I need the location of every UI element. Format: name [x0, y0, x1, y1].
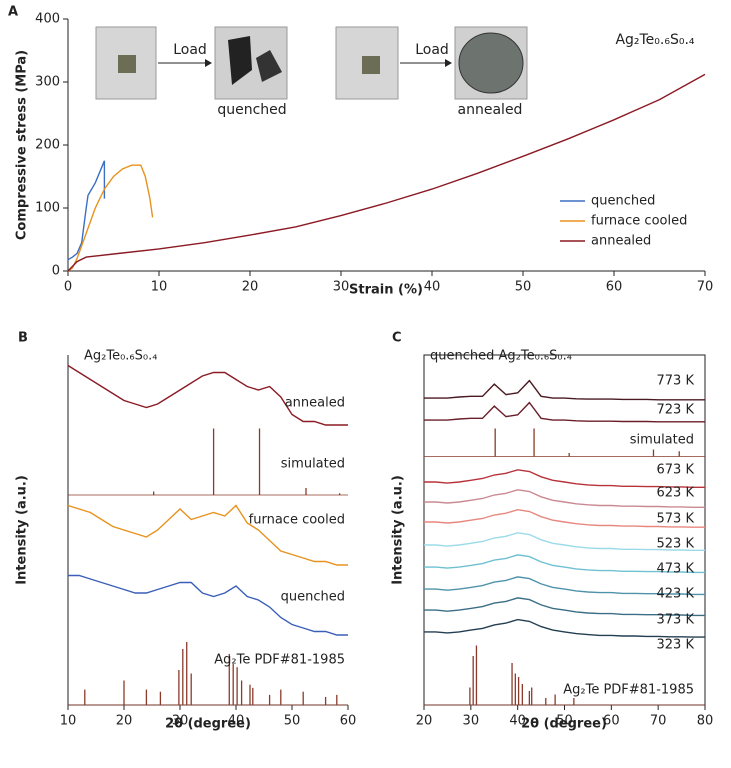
x-tick-label: 40	[228, 714, 245, 729]
series-label: Ag₂Te PDF#81-1985	[214, 653, 345, 668]
annotation: Load	[415, 42, 449, 58]
inset-photos	[95, 26, 528, 100]
x-tick-label: 60	[606, 280, 623, 295]
x-tick-label: 30	[463, 714, 480, 729]
series-label: simulated	[281, 457, 345, 472]
x-tick-label: 0	[64, 280, 72, 295]
panel-label: C	[392, 331, 402, 346]
y-tick-label: 200	[35, 138, 60, 153]
x-tick-label: 50	[556, 714, 573, 729]
x-tick-label: 50	[515, 280, 532, 295]
annotation: Load	[173, 42, 207, 58]
x-tick-label: 20	[116, 714, 133, 729]
y-tick-label: 400	[35, 12, 60, 27]
series-label: 673 K	[657, 463, 695, 478]
x-tick-label: 20	[242, 280, 259, 295]
series-label: 473 K	[657, 562, 695, 577]
x-axis-label: 2θ (degree)	[521, 717, 607, 732]
x-tick-label: 70	[697, 280, 714, 295]
panel-label: A	[8, 5, 18, 20]
arrow-head	[445, 59, 452, 67]
series-line	[68, 574, 348, 636]
x-tick-label: 20	[416, 714, 433, 729]
fragment	[256, 50, 282, 82]
series-line	[67, 164, 154, 272]
disk	[458, 32, 524, 94]
y-axis-label: Intensity (a.u.)	[391, 475, 406, 585]
series-line	[424, 532, 705, 551]
series-label: annealed	[285, 396, 345, 411]
legend-label: annealed	[591, 234, 651, 249]
series-line	[424, 379, 705, 401]
series-line	[67, 364, 348, 426]
series-label: 523 K	[657, 537, 695, 552]
series-label: furnace cooled	[249, 513, 345, 528]
legend-label: quenched	[591, 194, 655, 209]
sample	[362, 56, 380, 74]
sample	[118, 55, 136, 73]
series-label: 723 K	[657, 403, 695, 418]
series-label: 573 K	[657, 512, 695, 527]
series-line	[424, 401, 705, 423]
x-tick-label: 80	[697, 714, 714, 729]
series-line	[424, 554, 705, 574]
x-tick-label: 60	[340, 714, 357, 729]
x-tick-label: 30	[333, 280, 350, 295]
x-tick-label: 70	[650, 714, 667, 729]
series-line	[67, 160, 106, 261]
series-label: 423 K	[657, 587, 695, 602]
y-axis-label: Compressive stress (MPa)	[15, 50, 30, 240]
fragment	[228, 36, 252, 85]
annotation: Ag₂Te₀.₆S₀.₄	[615, 32, 694, 48]
series-line	[67, 504, 348, 566]
arrow-head	[205, 59, 212, 67]
annotation: quenched	[217, 102, 286, 118]
series-label: Ag₂Te PDF#81-1985	[563, 683, 694, 698]
series-label: 373 K	[657, 613, 695, 628]
series-label: 323 K	[657, 638, 695, 653]
x-tick-label: 50	[284, 714, 301, 729]
y-tick-label: 0	[52, 264, 60, 279]
panel-title: quenched Ag₂Te₀.₆S₀.₄	[430, 349, 572, 364]
x-tick-label: 10	[151, 280, 168, 295]
series-line	[424, 489, 705, 508]
series-line	[424, 597, 705, 617]
y-tick-label: 300	[35, 75, 60, 90]
series-label: simulated	[630, 433, 694, 448]
series-label: 773 K	[657, 374, 695, 389]
x-tick-label: 60	[603, 714, 620, 729]
series-label: quenched	[281, 590, 345, 605]
panel-label: B	[18, 331, 28, 346]
series-line	[67, 73, 706, 272]
series-line	[424, 469, 705, 488]
x-axis-label: Strain (%)	[349, 283, 423, 298]
x-tick-label: 10	[60, 714, 77, 729]
series-line	[424, 508, 705, 528]
y-axis-label: Intensity (a.u.)	[15, 475, 30, 585]
x-tick-label: 30	[172, 714, 189, 729]
legend-label: furnace cooled	[591, 214, 687, 229]
series-label: 623 K	[657, 486, 695, 501]
y-tick-label: 100	[35, 201, 60, 216]
series-line	[424, 576, 705, 596]
x-tick-label: 40	[509, 714, 526, 729]
panel-title: Ag₂Te₀.₆S₀.₄	[84, 349, 157, 364]
series-line	[424, 618, 705, 638]
annotation: annealed	[458, 102, 523, 118]
x-tick-label: 40	[424, 280, 441, 295]
x-axis-label: 2θ (degree)	[165, 717, 251, 732]
